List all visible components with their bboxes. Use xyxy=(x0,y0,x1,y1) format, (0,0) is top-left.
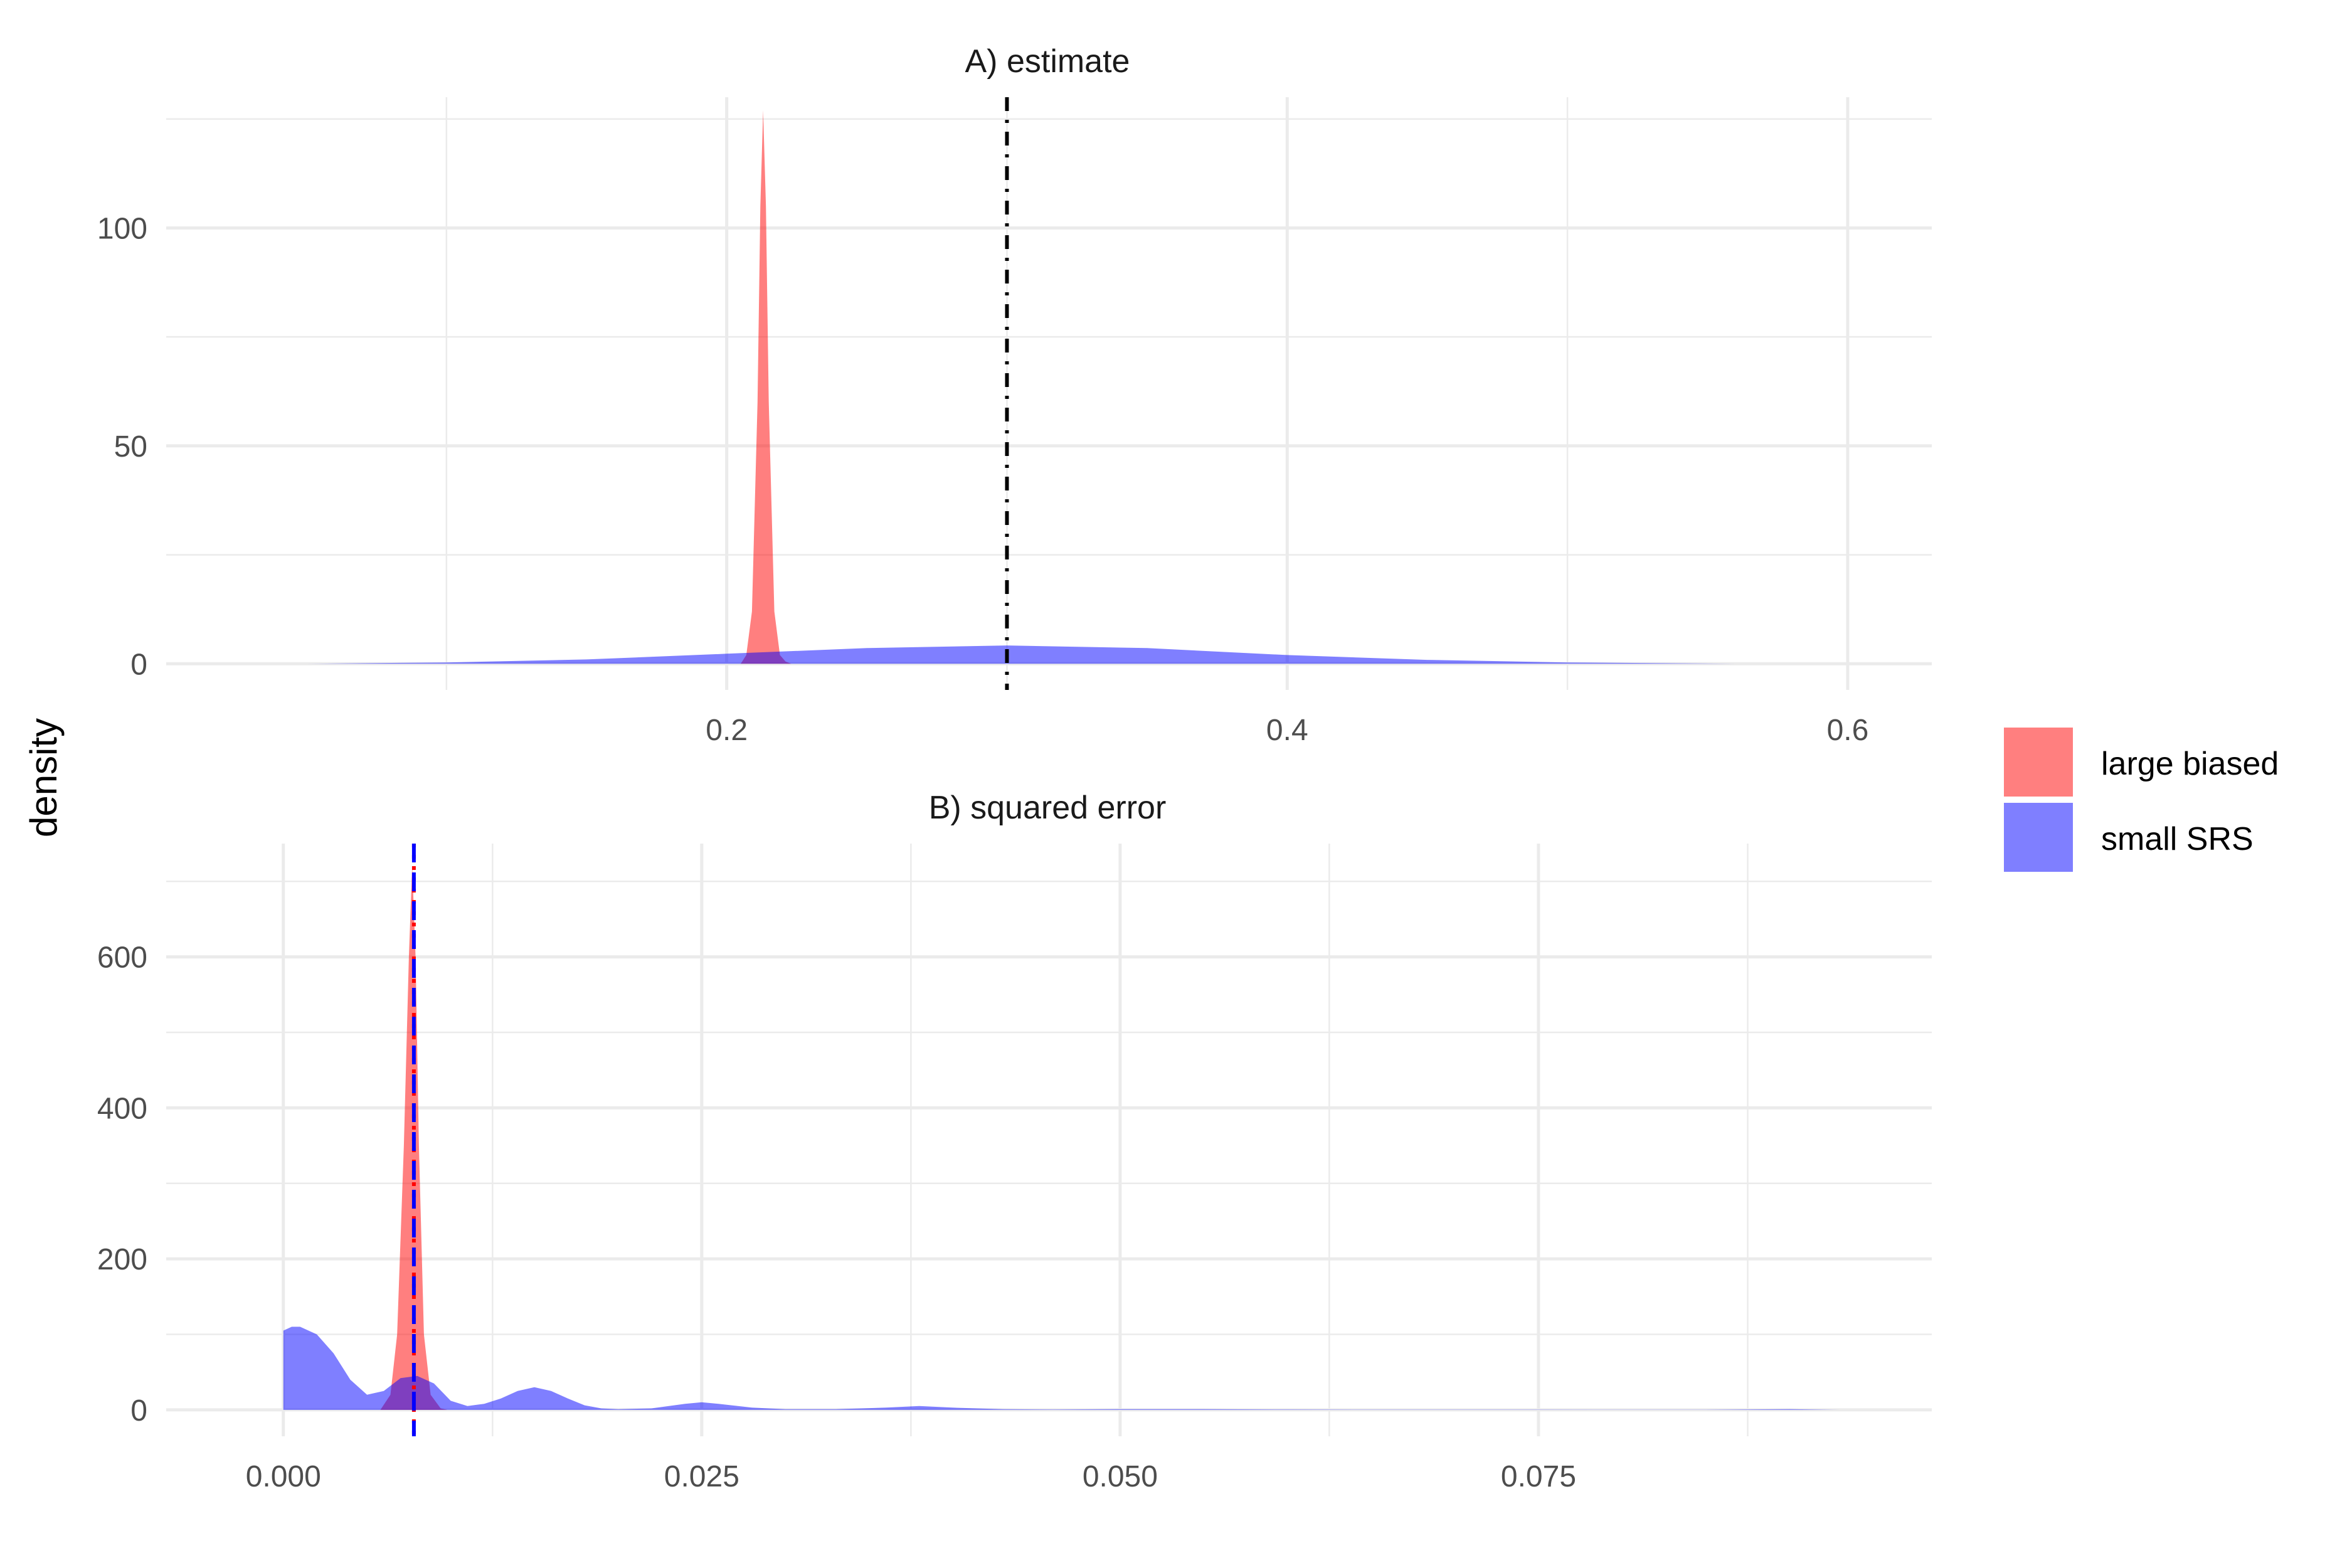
panel-a-x-tick-label: 0.2 xyxy=(706,714,748,747)
panel-b-x-tick-label: 0.000 xyxy=(246,1460,321,1493)
panel-b-title: B) squared error xyxy=(929,790,1167,826)
panel-a-y-tick-labels: 0 50 100 xyxy=(97,212,147,681)
panel-b-x-tick-labels: 0.000 0.025 0.050 0.075 xyxy=(246,1460,1576,1493)
panel-a-y-tick-label: 100 xyxy=(97,212,147,245)
panel-b-squared-error: 0.000 0.025 0.050 0.075 0 200 400 600 B) squar… xyxy=(97,790,1932,1493)
panel-b-y-tick-labels: 0 200 400 600 xyxy=(97,941,147,1428)
legend-label-large-biased: large biased xyxy=(2101,746,2279,782)
panel-b-y-tick-label: 600 xyxy=(97,941,147,975)
panel-b-x-tick-label: 0.025 xyxy=(664,1460,739,1493)
legend-label-small-srs: small SRS xyxy=(2101,821,2254,857)
panel-a-area-small-srs xyxy=(306,645,1736,664)
panel-a-title: A) estimate xyxy=(965,43,1130,80)
panel-b-area-small-srs xyxy=(283,1327,1840,1410)
panel-a-y-tick-label: 50 xyxy=(114,430,147,464)
panel-a-area-large-biased xyxy=(740,110,792,664)
panel-b-y-tick-label: 400 xyxy=(97,1092,147,1125)
panel-b-density-areas xyxy=(283,866,1840,1410)
panel-a-density-areas xyxy=(306,110,1736,664)
panel-a-estimate: 0.2 0.4 0.6 0 50 100 A) estimate xyxy=(97,43,1932,747)
panel-b-x-tick-label: 0.075 xyxy=(1501,1460,1576,1493)
legend-key-small-srs xyxy=(2004,803,2073,872)
legend: large biased small SRS xyxy=(2004,728,2279,872)
panel-b-y-tick-label: 200 xyxy=(97,1243,147,1276)
panel-a-y-tick-label: 0 xyxy=(130,648,147,681)
panel-b-gridlines xyxy=(166,844,1932,1436)
panel-a-x-tick-label: 0.6 xyxy=(1827,714,1869,747)
legend-key-large-biased xyxy=(2004,728,2073,797)
panel-b-x-tick-label: 0.050 xyxy=(1083,1460,1158,1493)
panel-a-x-tick-label: 0.4 xyxy=(1266,714,1308,747)
panel-a-gridlines xyxy=(166,97,1932,690)
y-axis-title: density xyxy=(23,718,65,837)
panel-b-y-tick-label: 0 xyxy=(130,1394,147,1428)
panel-a-x-tick-labels: 0.2 0.4 0.6 xyxy=(706,714,1868,747)
